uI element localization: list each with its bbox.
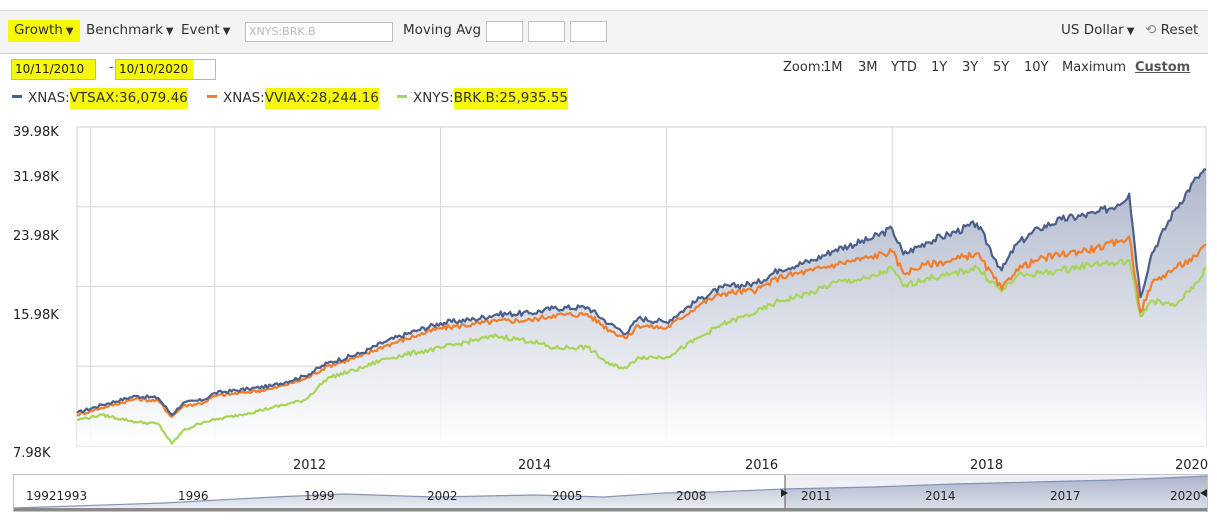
- legend-prefix: XNYS:: [413, 90, 454, 106]
- series-line-vviax: [76, 235, 1207, 418]
- y-tick-label: 15.98K: [13, 308, 59, 323]
- navigator-label: 2020: [1170, 489, 1201, 503]
- x-tick-label: 2012: [293, 458, 327, 473]
- event-label: Event: [181, 22, 220, 38]
- benchmark-dropdown[interactable]: Benchmark ▼: [86, 22, 174, 38]
- event-dropdown[interactable]: Event ▼: [181, 22, 230, 38]
- area-under-vtsax: [77, 169, 1206, 446]
- x-tick-label: 2016: [745, 458, 779, 473]
- symbol-input[interactable]: XNYS:BRK.B: [245, 22, 393, 42]
- navigator-scrollbar: [14, 508, 1207, 511]
- navigator-handle-right: [1200, 489, 1207, 497]
- navigator-label: 2008: [676, 489, 707, 503]
- legend-swatch: [207, 94, 217, 98]
- legend-swatch: [397, 94, 407, 98]
- legend-prefix: XNAS:: [223, 90, 265, 106]
- currency-label: US Dollar: [1061, 22, 1124, 38]
- start-date-input[interactable]: 10/11/2010: [11, 59, 96, 80]
- zoom-ytd[interactable]: YTD: [891, 60, 917, 75]
- area-fill: [77, 169, 1206, 446]
- legend-item-brkb[interactable]: XNYS:BRK.B:25,935.55: [397, 88, 569, 109]
- legend-value: BRK.B:25,935.55: [453, 88, 569, 109]
- legend-item-vtsax[interactable]: XNAS:VTSAX:36,079.46: [12, 88, 188, 109]
- zoom-maximum[interactable]: Maximum: [1062, 60, 1127, 75]
- y-tick-label: 7.98K: [13, 446, 51, 461]
- zoom-1y[interactable]: 1Y: [931, 60, 948, 75]
- navigator-label: 19921993: [26, 489, 88, 503]
- zoom-3y[interactable]: 3Y: [962, 60, 979, 75]
- toolbar: Growth ▼ Benchmark ▼ Event ▼ XNYS:BRK.B Mov…: [0, 10, 1208, 54]
- series-line-brkb: [77, 258, 1207, 445]
- navigator-label: 2011: [801, 489, 832, 503]
- moving-avg-input-2[interactable]: [528, 21, 565, 42]
- moving-avg-label: Moving Avg: [403, 22, 482, 38]
- moving-avg-input-1[interactable]: [486, 21, 523, 42]
- zoom-custom[interactable]: Custom: [1135, 60, 1191, 75]
- legend-prefix: XNAS:: [28, 90, 70, 106]
- y-tick-label: 39.98K: [13, 125, 59, 140]
- reset-icon: ⟲: [1145, 22, 1157, 38]
- triangle-down-icon: ▼: [165, 26, 174, 37]
- growth-dropdown[interactable]: Growth ▼: [8, 20, 80, 42]
- navigator-label: 2014: [925, 489, 956, 503]
- zoom-label: Zoom:: [783, 60, 825, 75]
- zoom-10y[interactable]: 10Y: [1024, 60, 1049, 75]
- moving-avg-input-3[interactable]: [570, 21, 607, 42]
- navigator-graph: [14, 475, 1207, 511]
- benchmark-label: Benchmark: [86, 22, 163, 38]
- y-tick-label: 23.98K: [13, 229, 59, 244]
- legend-swatch: [12, 94, 22, 98]
- navigator-handle-left: [781, 489, 788, 497]
- triangle-down-icon: ▼: [1126, 26, 1135, 37]
- x-tick-label: 2020: [1175, 458, 1209, 473]
- triangle-down-icon: ▼: [65, 26, 74, 37]
- legend-value: VTSAX:36,079.46: [69, 88, 188, 109]
- reset-button[interactable]: ⟲ Reset: [1145, 22, 1198, 38]
- triangle-down-icon: ▼: [222, 26, 231, 37]
- y-tick-label: 31.98K: [13, 170, 59, 185]
- navigator-label: 1999: [304, 489, 335, 503]
- currency-dropdown[interactable]: US Dollar ▼: [1061, 22, 1134, 38]
- navigator-selection: [785, 475, 1207, 511]
- navigator-label: 1996: [178, 489, 209, 503]
- reset-label: Reset: [1160, 22, 1199, 38]
- x-tick-label: 2014: [518, 458, 552, 473]
- legend-item-vviax[interactable]: XNAS:VVIAX:28,244.16: [207, 88, 379, 109]
- zoom-1m[interactable]: 1M: [823, 60, 843, 75]
- end-date-input[interactable]: 10/10/2020: [115, 59, 216, 80]
- navigator-label: 2002: [427, 489, 458, 503]
- series-line-vtsax: [76, 168, 1207, 416]
- range-navigator[interactable]: 19921993 1996 1999 2002 2005 2008 2011 2…: [13, 474, 1208, 512]
- growth-label: Growth: [14, 22, 63, 38]
- x-tick-label: 2018: [970, 458, 1004, 473]
- zoom-3m[interactable]: 3M: [858, 60, 878, 75]
- date-separator: -: [109, 60, 114, 74]
- navigator-label: 2017: [1050, 489, 1081, 503]
- zoom-5y[interactable]: 5Y: [993, 60, 1010, 75]
- navigator-label: 2005: [552, 489, 583, 503]
- series-lines: [76, 168, 1207, 445]
- legend-value: VVIAX:28,244.16: [264, 88, 379, 109]
